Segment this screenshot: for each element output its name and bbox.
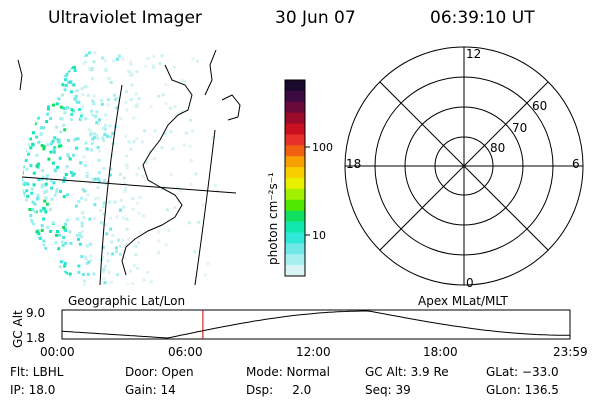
mlat-label-70: 70: [512, 121, 527, 135]
colorbar-cell: [285, 145, 305, 157]
timeline-ytick-max: 9.0: [26, 306, 45, 320]
filter-info: Flt: LBHL: [10, 365, 64, 379]
colorbar-cell: [285, 188, 305, 201]
mlat-label-60: 60: [532, 99, 547, 113]
colorbar-cell: [285, 80, 305, 92]
timeline-xtick-0600: 06:00: [168, 345, 203, 359]
ip-info: IP: 18.0: [10, 383, 56, 397]
polar-panel-label: Apex MLat/MLT: [418, 294, 508, 308]
mlat-label-80: 80: [490, 141, 505, 155]
mode-info: Mode: Normal: [246, 365, 330, 379]
colorbar-cell: [285, 254, 305, 266]
altitude-curve: [61, 310, 570, 339]
colorbar-cell: [285, 123, 305, 135]
coastline-outlines: [17, 49, 241, 276]
polar-diagonal-2: [379, 81, 549, 251]
orbit-altitude-timeline: GC Alt 9.0 1.8 00:00 06:00 12:00 18:00 2…: [11, 306, 588, 359]
date-label: 30 Jun 07: [275, 8, 356, 28]
instrument-title: Ultraviolet Imager: [48, 8, 202, 28]
colorbar-cell: [285, 90, 305, 103]
mlt-label-12: 12: [466, 47, 481, 61]
geographic-image-panel: [17, 49, 241, 286]
timeline-ylabel: GC Alt: [11, 310, 25, 348]
colorbar-unit-label: photon cm⁻²s⁻¹: [266, 172, 280, 265]
timeline-xtick-0000: 00:00: [40, 345, 75, 359]
colorbar-cell: [285, 112, 305, 125]
dsp-info: Dsp: 2.0: [246, 383, 312, 397]
colorbar-cell: [285, 134, 305, 146]
colorbar-cell: [285, 101, 305, 114]
time-label: 06:39:10 UT: [430, 8, 535, 28]
timeline-ytick-min: 1.8: [26, 331, 45, 345]
glat-info: GLat: −33.0: [486, 365, 559, 379]
colorbar-label-10: 10: [312, 229, 326, 242]
mlt-label-0: 0: [466, 276, 474, 290]
door-info: Door: Open: [125, 365, 194, 379]
colorbar-cell: [285, 243, 305, 255]
lat-lon-grid: [21, 84, 237, 286]
colorbar-cell: [285, 199, 305, 212]
colorbar-cell: [285, 167, 305, 179]
seq-info: Seq: 39: [365, 383, 411, 397]
colorbar-cell: [285, 265, 305, 277]
colorbar-cell: [285, 178, 305, 190]
uv-emission-pixels: [22, 51, 220, 285]
geographic-panel-label: Geographic Lat/Lon: [68, 294, 186, 308]
glon-info: GLon: 136.5: [486, 383, 559, 397]
gc-alt-info: GC Alt: 3.9 Re: [365, 365, 449, 379]
colorbar-frame: [284, 79, 306, 277]
timeline-xtick-1800: 18:00: [423, 345, 458, 359]
colorbar-cell: [285, 156, 305, 168]
colorbar: 100 10 photon cm⁻²s⁻¹: [266, 79, 333, 277]
colorbar-gradient: [285, 80, 305, 277]
mlt-label-18: 18: [346, 157, 361, 171]
timeline-xtick-2359: 23:59: [553, 345, 588, 359]
colorbar-cell: [285, 221, 305, 233]
mlt-label-6: 6: [572, 157, 580, 171]
polar-mlat-mlt-plot: 12 18 6 0 60 70 80: [344, 46, 584, 290]
gain-info: Gain: 14: [125, 383, 176, 397]
colorbar-cell: [285, 232, 305, 244]
colorbar-label-100: 100: [312, 141, 333, 154]
timeline-xtick-1200: 12:00: [296, 345, 331, 359]
colorbar-cell: [285, 210, 305, 223]
timeline-frame: [61, 309, 571, 340]
